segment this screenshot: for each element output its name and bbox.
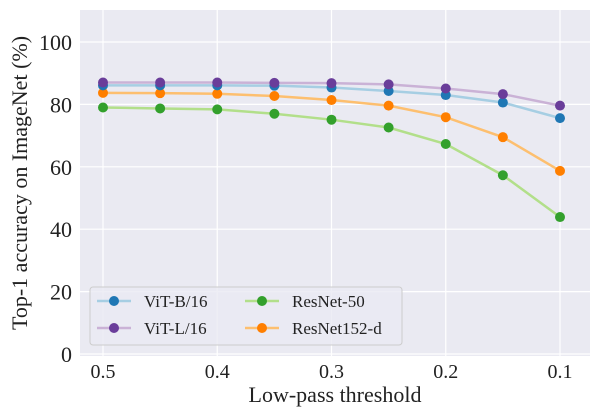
data-point [497,89,508,100]
legend-box [89,286,403,346]
legend-marker [109,296,119,306]
data-point [155,77,166,88]
series-resnet-50 [98,102,565,223]
data-point [155,88,166,99]
y-tick-label: 0 [61,342,72,367]
data-point [98,77,108,88]
legend-item: ViT-B/16 [97,292,208,311]
data-point [383,100,394,111]
legend: ViT-B/16 ViT-L/16 ResNet-50 ResNet152-d [89,286,403,346]
data-point [212,104,223,115]
data-point [383,122,394,133]
data-point [155,103,166,114]
data-point [269,90,280,101]
x-tick-label: 0.3 [319,361,344,383]
legend-item: ResNet-50 [245,292,365,311]
x-axis-label: Low-pass threshold [249,382,422,407]
data-point [555,100,565,111]
legend-label: ResNet152-d [292,319,382,338]
series-resnet152-d [98,87,565,176]
legend-marker [257,296,267,306]
y-tick-label: 100 [39,30,72,55]
legend-label: ViT-L/16 [144,319,207,338]
data-point [555,212,565,223]
x-tick-label: 0.5 [91,361,116,383]
data-point [98,87,108,98]
legend-label: ViT-B/16 [144,292,208,311]
x-tick-label: 0.4 [205,361,230,383]
data-point [212,88,223,99]
x-ticks: 0.5 0.4 0.3 0.2 0.1 [91,361,573,383]
data-point [497,170,508,181]
y-tick-label: 40 [50,217,72,242]
data-point [326,95,337,106]
data-point [555,165,565,176]
legend-marker [257,323,267,333]
data-point [440,139,451,150]
x-tick-label: 0.2 [433,361,458,383]
data-point [555,113,565,124]
data-point [326,114,337,125]
series-vit-l-16 [98,77,565,111]
y-tick-label: 60 [50,155,72,180]
y-tick-label: 20 [50,280,72,305]
data-point [440,112,451,123]
data-point [269,108,280,119]
legend-item: ViT-L/16 [97,319,207,338]
x-tick-label: 0.1 [548,361,573,383]
y-ticks: 0 20 40 60 80 100 [39,30,72,367]
y-axis-label: Top-1 accuracy on ImageNet (%) [7,36,32,330]
data-point [269,77,280,88]
data-point [497,132,508,143]
data-point [440,83,451,94]
legend-label: ResNet-50 [292,292,365,311]
data-point [326,78,337,89]
series-group [98,77,565,223]
legend-item: ResNet152-d [245,319,382,338]
legend-marker [109,323,119,333]
data-point [212,77,223,88]
data-point [497,97,508,108]
data-point [98,102,108,113]
data-point [383,79,394,90]
y-tick-label: 80 [50,92,72,117]
